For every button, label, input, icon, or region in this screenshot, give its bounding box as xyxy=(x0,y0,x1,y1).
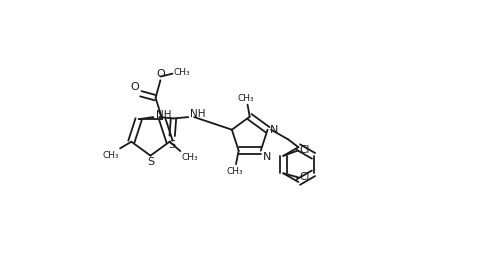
Text: N: N xyxy=(263,152,271,162)
Text: CH₃: CH₃ xyxy=(226,167,243,176)
Text: O: O xyxy=(130,82,139,92)
Text: NH: NH xyxy=(156,110,171,120)
Text: Cl: Cl xyxy=(299,172,310,182)
Text: Cl: Cl xyxy=(299,146,310,156)
Text: CH₃: CH₃ xyxy=(238,93,255,102)
Text: NH: NH xyxy=(190,109,206,120)
Text: CH₃: CH₃ xyxy=(182,153,198,162)
Text: S: S xyxy=(169,140,176,150)
Text: O: O xyxy=(156,69,165,79)
Text: CH₃: CH₃ xyxy=(103,151,119,160)
Text: N: N xyxy=(270,125,278,135)
Text: CH₃: CH₃ xyxy=(174,68,191,77)
Text: S: S xyxy=(147,157,154,167)
